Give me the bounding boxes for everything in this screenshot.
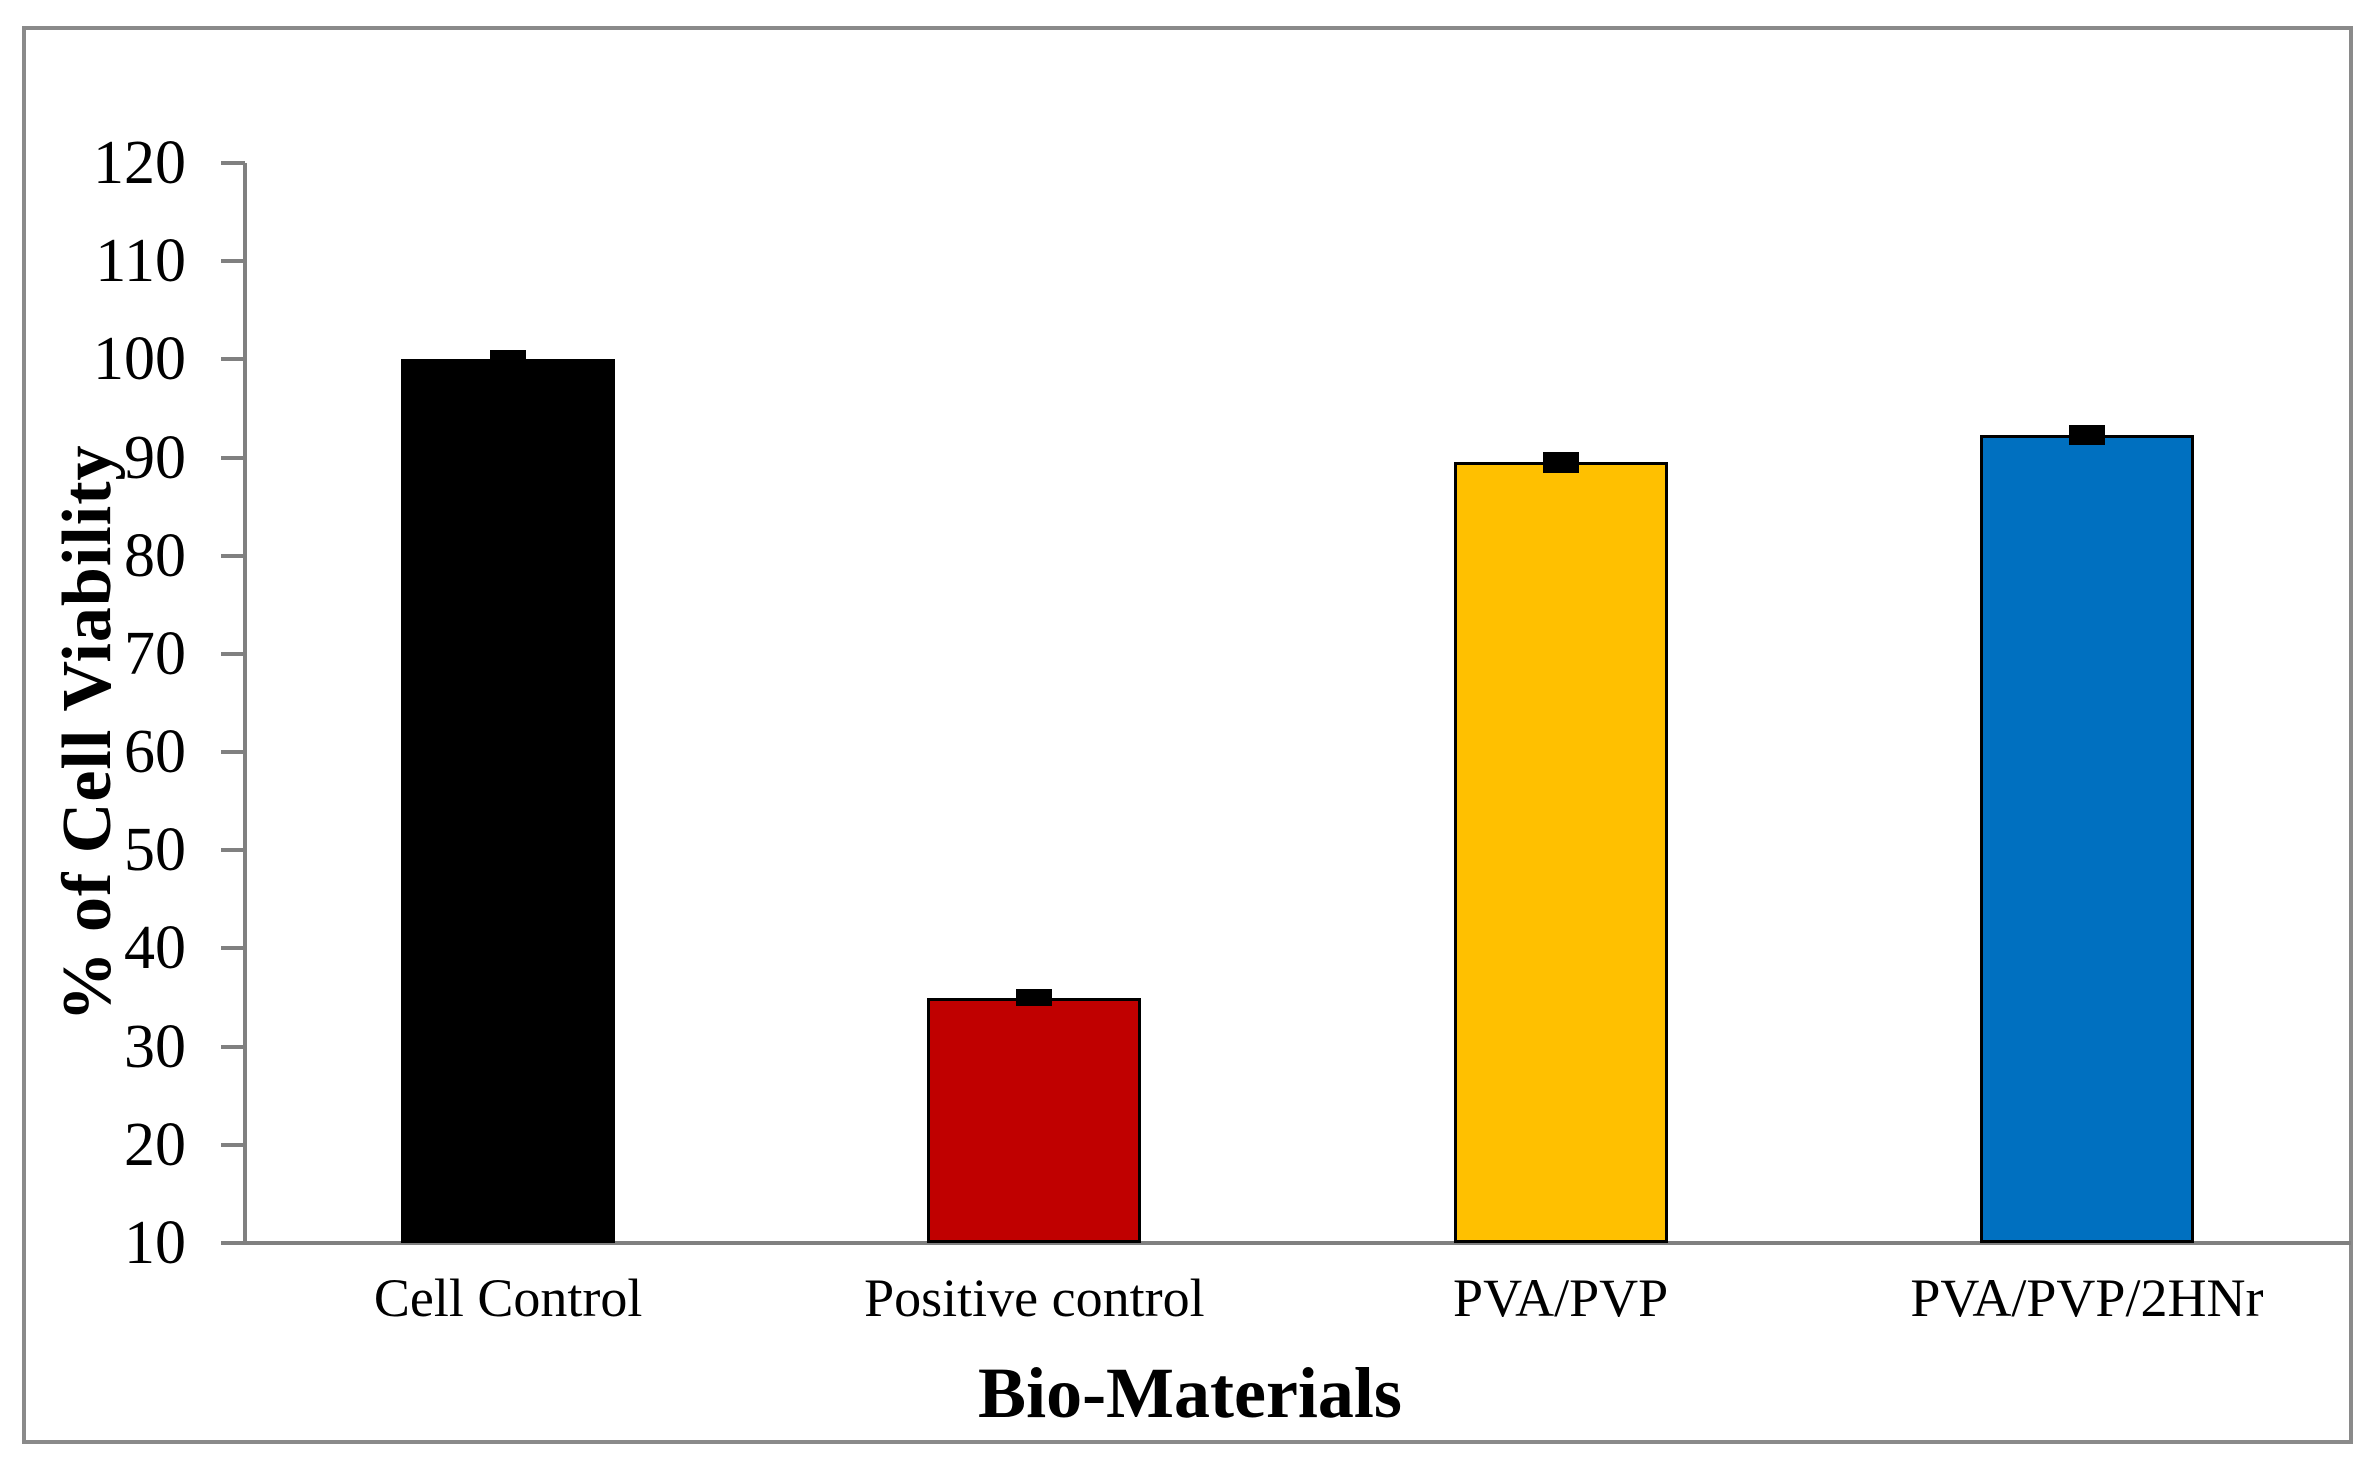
y-axis-tick: [221, 651, 245, 656]
x-category-label-cell-control: Cell Control: [373, 1268, 643, 1328]
y-axis-tick: [221, 259, 245, 264]
y-axis-tick-label: 100: [93, 325, 186, 394]
y-axis-line: [243, 163, 247, 1245]
bar-cell-control: [401, 359, 616, 1243]
x-category-label-positive-control: Positive control: [864, 1268, 1205, 1328]
y-axis-tick: [221, 1044, 245, 1049]
y-axis-tick-label: 120: [93, 129, 186, 197]
y-axis-tick: [221, 848, 245, 853]
y-axis-tick: [221, 750, 245, 755]
bar-pva-pvp: [1453, 462, 1668, 1243]
x-category-label-pva-pvp-2hnr: PVA/PVP/2HNr: [1910, 1268, 2264, 1328]
y-axis-tick-label: 50: [124, 816, 186, 885]
y-axis-tick-label: 60: [124, 718, 186, 787]
y-axis-tick-label: 20: [124, 1110, 186, 1179]
y-axis-tick: [221, 946, 245, 951]
y-axis-tick: [221, 161, 245, 165]
y-axis-tick-label: 110: [95, 227, 186, 296]
figure-border: [22, 26, 2353, 1444]
y-axis-tick-label: 30: [124, 1012, 186, 1081]
y-axis-tick-label: 70: [124, 619, 186, 688]
error-bar-pva-pvp-2hnr: [2068, 425, 2105, 445]
x-category-label-pva-pvp: PVA/PVP: [1453, 1268, 1669, 1328]
y-axis-tick: [221, 455, 245, 460]
error-bar-pva-pvp: [1542, 451, 1579, 474]
y-axis-tick: [221, 1142, 245, 1147]
y-axis-tick-label: 40: [124, 914, 186, 983]
error-bar-positive-control: [1016, 988, 1053, 1007]
x-axis-line: [243, 1241, 2351, 1245]
y-axis-tick-label: 90: [124, 423, 186, 492]
bar-positive-control: [927, 997, 1142, 1243]
y-axis-tick-label: 80: [124, 521, 186, 590]
y-axis-tick: [221, 1241, 245, 1245]
x-axis-title: Bio-Materials: [978, 1353, 1402, 1433]
y-axis-title: % of Cell Viability: [49, 444, 126, 1022]
error-bar-cell-control: [490, 350, 527, 369]
bar-pva-pvp-2hnr: [1979, 434, 2194, 1243]
y-axis-tick-label: 10: [124, 1209, 186, 1277]
y-axis-tick: [221, 357, 245, 362]
y-axis-tick: [221, 553, 245, 558]
